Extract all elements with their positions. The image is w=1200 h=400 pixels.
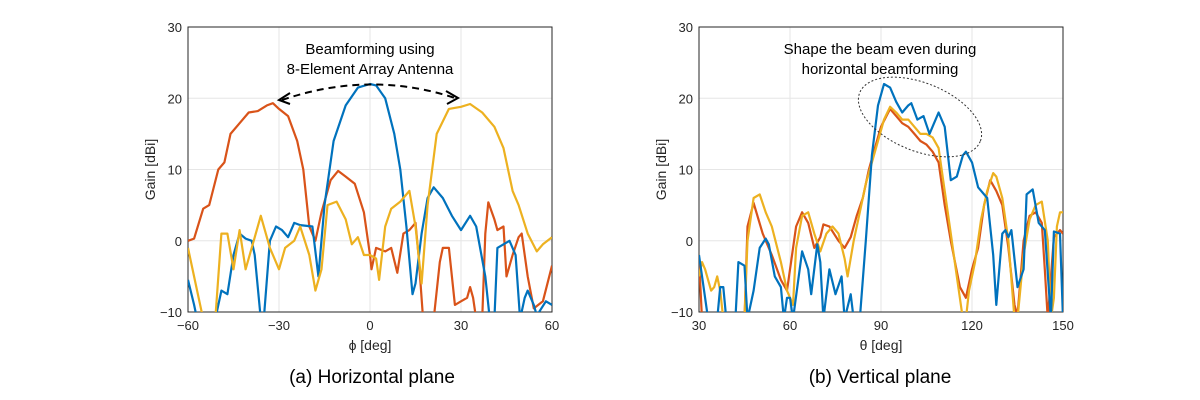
y-tick-label: −10 xyxy=(160,305,182,320)
series-line-blue xyxy=(699,82,1063,312)
y-tick-label: 0 xyxy=(686,234,693,249)
annotation-line-2: 8-Element Array Antenna xyxy=(287,61,454,78)
x-tick-label: 30 xyxy=(692,318,706,333)
series-line-red xyxy=(188,102,552,312)
x-tick-label: 30 xyxy=(454,318,468,333)
x-tick-label: 60 xyxy=(783,318,797,333)
y-tick-label: 30 xyxy=(168,20,182,35)
x-tick-label: −30 xyxy=(268,318,290,333)
arrowhead-left-icon xyxy=(276,92,291,105)
x-tick-label: 90 xyxy=(874,318,888,333)
x-axis-label: θ [deg] xyxy=(860,337,903,353)
series-line-blue xyxy=(188,82,552,312)
caption-horizontal-plane: (a) Horizontal plane xyxy=(289,367,455,388)
x-tick-label: −60 xyxy=(177,318,199,333)
y-axis-label: Gain [dBi] xyxy=(142,139,158,200)
x-tick-label: 60 xyxy=(545,318,559,333)
y-tick-label: 10 xyxy=(679,163,693,178)
y-tick-label: 20 xyxy=(168,91,182,106)
caption-vertical-plane: (b) Vertical plane xyxy=(808,367,952,388)
x-tick-label: 150 xyxy=(1052,318,1074,333)
annotation-line-1: Beamforming using xyxy=(305,41,434,58)
annotation-line-2: horizontal beamforming xyxy=(802,61,959,78)
beam-steer-arrow xyxy=(281,83,456,101)
axes-box xyxy=(698,26,1064,313)
y-tick-label: −10 xyxy=(671,305,693,320)
x-tick-label: 120 xyxy=(961,318,983,333)
x-axis-label: ϕ [deg] xyxy=(349,337,392,353)
y-axis-label: Gain [dBi] xyxy=(653,139,669,200)
arrowhead-right-icon xyxy=(445,90,461,105)
plot-1: 30 60 90 120 150 −10 0 10 20 30 θ [deg] Gain [dBi] S… xyxy=(653,20,1074,353)
plot-0: −60 −30 0 30 60 −10 0 10 20 30 ϕ [deg] Gain [dBi] Be… xyxy=(142,20,559,353)
series-line-yellow xyxy=(188,102,552,312)
annotation-line-1: Shape the beam even during xyxy=(784,41,977,58)
axes-box xyxy=(187,26,553,313)
y-tick-label: 20 xyxy=(679,91,693,106)
series-line-yellow xyxy=(699,105,1063,312)
series-line-red xyxy=(699,107,1063,312)
y-tick-label: 0 xyxy=(175,234,182,249)
y-tick-label: 30 xyxy=(679,20,693,35)
y-tick-label: 10 xyxy=(168,163,182,178)
x-tick-label: 0 xyxy=(366,318,373,333)
